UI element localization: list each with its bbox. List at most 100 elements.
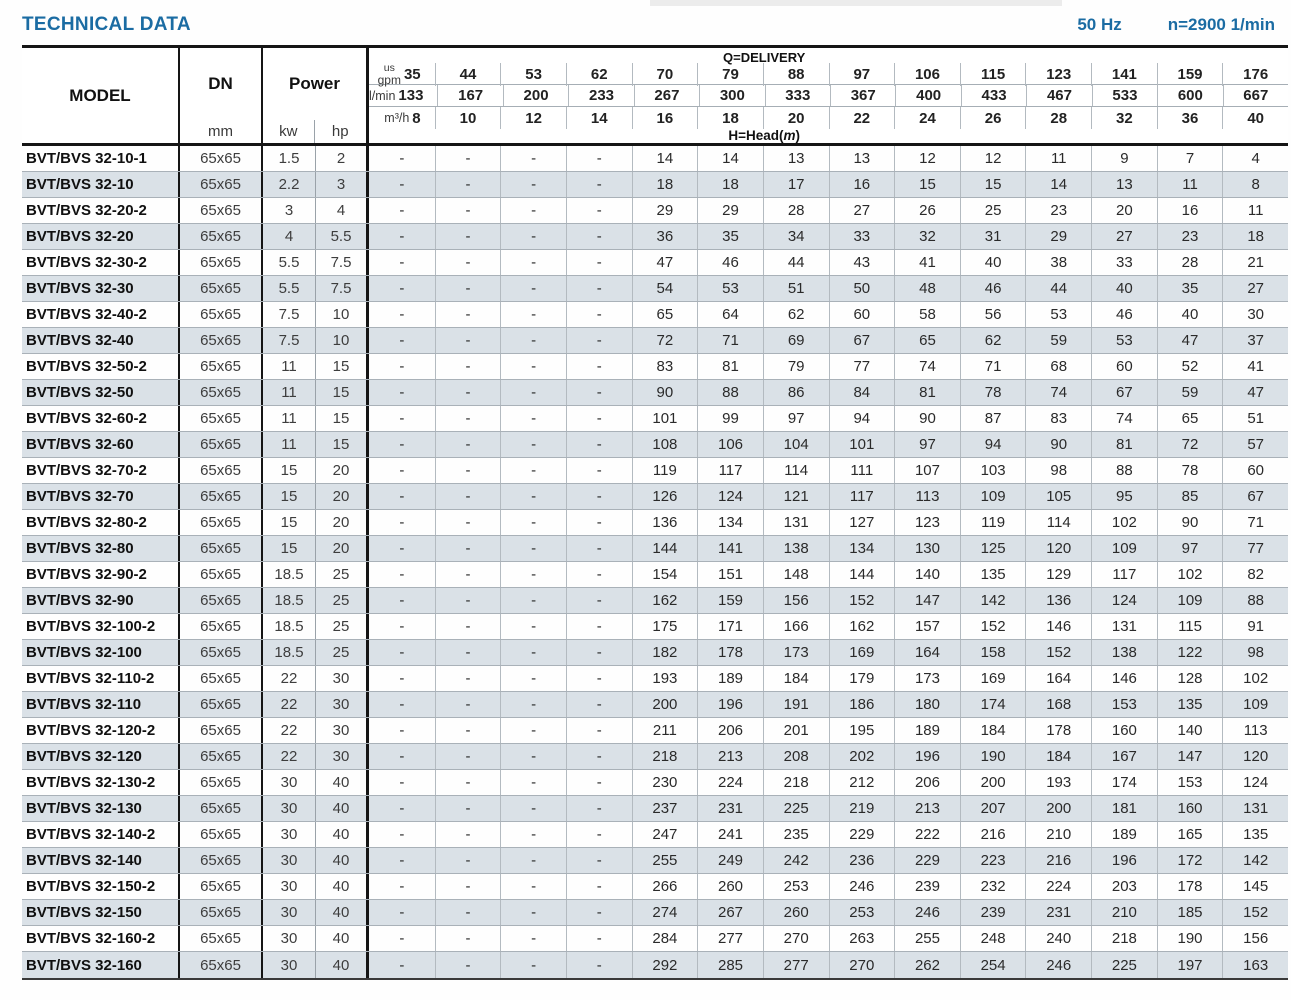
head-value-cell: 8 xyxy=(1222,172,1288,197)
head-value-cell: - xyxy=(434,640,501,665)
model-cell: BVT/BVS 32-90-2 xyxy=(22,562,180,587)
head-value-cell: 284 xyxy=(631,926,698,951)
head-value-cell: - xyxy=(399,202,405,219)
head-value-cell: 141 xyxy=(697,536,763,561)
head-value-cell: - xyxy=(434,484,501,509)
head-value-cell: - xyxy=(565,406,632,431)
power-unit-labels: kw hp xyxy=(263,120,366,143)
head-value-cell: 122 xyxy=(1156,640,1223,665)
head-value-cell: 88 xyxy=(1091,458,1157,483)
head-value-cell: - xyxy=(565,718,632,743)
head-value-cell: - xyxy=(399,722,405,739)
power-kw-cell: 30 xyxy=(263,952,316,978)
head-value-cell: 52 xyxy=(1156,354,1223,379)
head-value-cell: 28 xyxy=(1156,250,1223,275)
head-value-cell: - xyxy=(500,224,566,249)
delivery-column-header: Q=DELIVERY us gpm 35 44 53 62 70 79 88 97 106 115 12… xyxy=(369,48,1288,143)
head-value-cell: 153 xyxy=(1156,770,1223,795)
head-value-cell: 277 xyxy=(697,926,763,951)
head-value-cell: 16 xyxy=(1156,198,1223,223)
table-row: BVT/BVS 32-120 65x65 22 30- - - -218 213 208 202 1… xyxy=(22,744,1288,770)
power-hp-cell: 10 xyxy=(316,302,369,327)
head-value-cell: 131 xyxy=(1222,796,1288,821)
power-kw-cell: 22 xyxy=(263,666,316,691)
head-value-cell: 11 xyxy=(1025,146,1091,171)
model-cell: BVT/BVS 32-100-2 xyxy=(22,614,180,639)
head-value-cell: 53 xyxy=(1091,328,1157,353)
head-value-cell: 97 xyxy=(1156,536,1223,561)
head-value-cell: 51 xyxy=(1222,406,1288,431)
head-value-cell: 81 xyxy=(697,354,763,379)
head-value-cell: 81 xyxy=(1091,432,1157,457)
delivery-header-cell: 53 xyxy=(500,63,566,86)
head-value-cell: 218 xyxy=(762,770,829,795)
head-value-cell: 160 xyxy=(1091,718,1157,743)
head-value-cell: - xyxy=(565,588,632,613)
table-header: MODEL DN mm Power kw hp Q=DELIVERY us gpm… xyxy=(22,45,1288,146)
delivery-header-cell: 200 xyxy=(502,85,568,106)
head-value-cell: - xyxy=(434,406,501,431)
head-value-cell: 38 xyxy=(1025,250,1091,275)
head-value-cell: 212 xyxy=(828,770,895,795)
model-cell: BVT/BVS 32-130 xyxy=(22,796,180,821)
delivery-unit-row: l/min 133 167 200 233 267 300 333 367 400 433 467 53… xyxy=(369,85,1288,107)
head-value-cell: 7 xyxy=(1156,146,1223,171)
head-value-cell: - xyxy=(565,874,632,899)
delivery-header-value: 8 xyxy=(412,109,421,127)
delivery-header-cell: 44 xyxy=(434,63,501,86)
dn-cell: 65x65 xyxy=(180,770,263,795)
head-value-cell: - xyxy=(565,900,632,925)
head-value-cell: - xyxy=(399,254,405,271)
power-hp-cell: 7.5 xyxy=(316,276,369,301)
head-value-cell: 117 xyxy=(697,458,763,483)
delivery-header-cell: 123 xyxy=(1025,63,1091,86)
head-value-cell: 270 xyxy=(828,952,895,978)
dn-cell: 65x65 xyxy=(180,614,263,639)
head-value-cell: 13 xyxy=(828,146,895,171)
head-value-cell: - xyxy=(565,328,632,353)
dn-cell: 65x65 xyxy=(180,354,263,379)
head-value-cell: - xyxy=(399,566,405,583)
model-cell: BVT/BVS 32-120-2 xyxy=(22,718,180,743)
head-value-cell: - xyxy=(434,172,501,197)
head-value-cell: 44 xyxy=(762,250,829,275)
head-value-cell: 83 xyxy=(631,354,698,379)
head-value-cell: - xyxy=(399,748,405,765)
head-value-cell: - xyxy=(434,250,501,275)
head-value-cell: 224 xyxy=(697,770,763,795)
head-value-cell: 196 xyxy=(894,744,960,769)
head-value-cell: - xyxy=(399,332,405,349)
head-value-cell: 83 xyxy=(1025,406,1091,431)
power-kw-cell: 30 xyxy=(263,796,316,821)
power-hp-cell: 15 xyxy=(316,432,369,457)
head-value-cell: - xyxy=(565,302,632,327)
delivery-unit-label: l/min xyxy=(369,88,396,103)
head-value-cell: - xyxy=(500,874,566,899)
head-value-cell: - xyxy=(500,458,566,483)
head-value-cell: - xyxy=(565,822,632,847)
head-value-cell: - xyxy=(434,822,501,847)
power-column-header: Power kw hp xyxy=(263,48,369,143)
head-value-cell: 98 xyxy=(1222,640,1288,665)
head-value-cell: 58 xyxy=(894,302,960,327)
head-value-cell: - xyxy=(399,878,405,895)
head-value-cell: 127 xyxy=(828,510,895,535)
head-value-cell: 125 xyxy=(959,536,1026,561)
head-value-cell: 171 xyxy=(697,614,763,639)
head-value-cell: 48 xyxy=(894,276,960,301)
head-value-cell: - xyxy=(399,956,405,974)
head-value-cell: - xyxy=(500,900,566,925)
head-value-cell: 253 xyxy=(828,900,895,925)
head-value-cell: - xyxy=(565,458,632,483)
dn-cell: 65x65 xyxy=(180,692,263,717)
table-row: BVT/BVS 32-20 65x65 4 5.5- - - -36 35 34 33 32 31 29… xyxy=(22,224,1288,250)
head-value-cell: 65 xyxy=(631,302,698,327)
head-value-cell: 81 xyxy=(894,380,960,405)
dn-cell: 65x65 xyxy=(180,172,263,197)
head-value-cell: 60 xyxy=(1091,354,1157,379)
head-value-cell: 88 xyxy=(697,380,763,405)
head-value-cell: 236 xyxy=(828,848,895,873)
power-kw-cell: 7.5 xyxy=(263,328,316,353)
head-value-cell: - xyxy=(565,432,632,457)
head-value-cell: 142 xyxy=(959,588,1026,613)
